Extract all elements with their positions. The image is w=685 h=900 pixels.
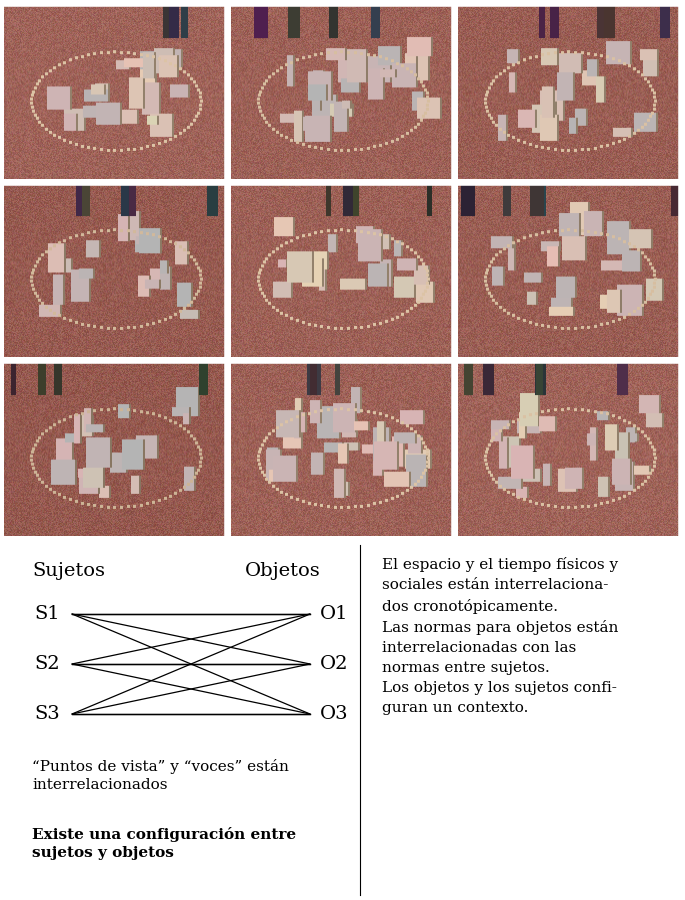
Text: Objetos: Objetos [245, 562, 321, 580]
Text: Sujetos: Sujetos [32, 562, 105, 580]
Text: S3: S3 [34, 705, 60, 723]
Text: El espacio y el tiempo físicos y
sociales están interrelaciona-
dos cronotópicam: El espacio y el tiempo físicos y sociale… [382, 557, 618, 716]
Text: “Puntos de vista” y “voces” están
interrelacionados: “Puntos de vista” y “voces” están interr… [32, 759, 289, 792]
Text: O2: O2 [320, 655, 349, 673]
Text: O1: O1 [320, 605, 349, 623]
Text: O3: O3 [320, 705, 349, 723]
Text: Existe una configuración entre
sujetos y objetos: Existe una configuración entre sujetos y… [32, 827, 296, 860]
Text: S2: S2 [34, 655, 60, 673]
Text: S1: S1 [34, 605, 60, 623]
